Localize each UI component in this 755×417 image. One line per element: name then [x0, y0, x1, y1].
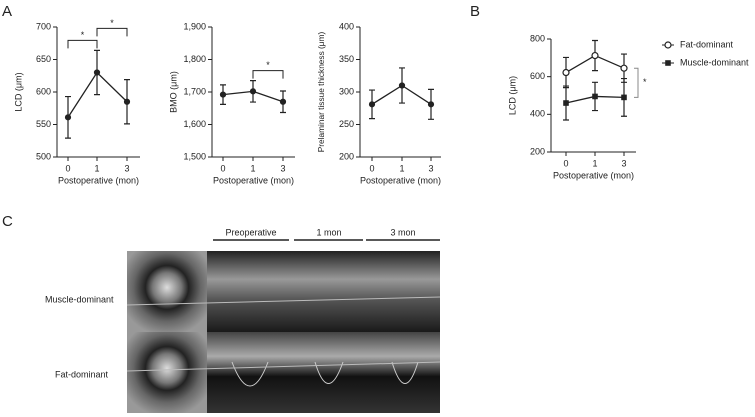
x-axis-label: Postoperative (mon) — [360, 175, 441, 185]
column-label: 3 mon — [390, 227, 415, 237]
x-tick-label: 1 — [399, 163, 404, 173]
x-axis-label: Postoperative (mon) — [213, 175, 294, 185]
legend-label: Muscle-dominant — [680, 57, 749, 67]
point — [279, 98, 287, 105]
y-axis-label: BMO (μm) — [168, 71, 178, 113]
point — [249, 88, 257, 95]
oct-image — [207, 251, 288, 332]
y-tick-label: 400 — [339, 21, 354, 31]
x-tick-label: 0 — [65, 163, 70, 173]
significance-bracket — [67, 39, 98, 49]
y-tick-label: 600 — [530, 71, 545, 81]
oct-image — [365, 332, 440, 413]
legend-marker — [664, 41, 672, 49]
x-tick-label: 0 — [563, 158, 568, 168]
point — [368, 101, 376, 108]
y-tick-label: 800 — [530, 33, 545, 43]
y-axis-label: LCD (μm) — [13, 72, 23, 111]
y-tick-label: 1,700 — [183, 86, 206, 96]
x-tick-label: 3 — [280, 163, 285, 173]
fundus-image — [127, 251, 207, 332]
y-tick-label: 600 — [36, 86, 51, 96]
cup-outline — [231, 361, 419, 387]
y-tick-label: 1,600 — [183, 119, 206, 129]
fundus-image — [127, 332, 207, 413]
scan-line — [126, 296, 441, 306]
y-tick-label: 250 — [339, 119, 354, 129]
x-tick-label: 3 — [621, 158, 626, 168]
oct-image — [288, 332, 365, 413]
panel-label: A — [2, 3, 12, 20]
x-axis-label: Postoperative (mon) — [553, 170, 634, 180]
legend-label: Fat-dominant — [680, 39, 734, 49]
y-axis-label: LCD (μm) — [507, 76, 517, 115]
significance-bracket — [252, 70, 284, 79]
significance-label: * — [110, 18, 114, 28]
y-tick-label: 1,500 — [183, 151, 206, 161]
point — [562, 68, 570, 77]
y-tick-label: 350 — [339, 54, 354, 64]
point — [219, 91, 227, 98]
row-label: Fat-dominant — [55, 369, 109, 379]
y-tick-label: 550 — [36, 119, 51, 129]
legend-marker — [665, 60, 671, 66]
point — [64, 114, 72, 121]
significance-label: * — [643, 77, 647, 87]
point — [563, 100, 569, 106]
significance-label: * — [81, 30, 85, 40]
point — [620, 64, 628, 72]
y-tick-label: 650 — [36, 54, 51, 64]
scan-line — [126, 361, 441, 372]
row-label: Muscle-dominant — [45, 294, 114, 304]
y-tick-label: 1,800 — [183, 54, 206, 64]
x-tick-label: 0 — [220, 163, 225, 173]
significance-bracket — [96, 27, 128, 37]
point — [93, 69, 101, 76]
point — [621, 94, 627, 101]
column-label: Preoperative — [225, 227, 276, 237]
y-tick-label: 300 — [339, 86, 354, 96]
y-tick-label: 500 — [36, 151, 51, 161]
y-tick-label: 700 — [36, 21, 51, 31]
y-tick-label: 200 — [530, 146, 545, 156]
point — [123, 98, 131, 105]
panel-label: C — [2, 213, 13, 230]
significance-label: * — [266, 60, 270, 70]
point — [398, 82, 406, 89]
y-tick-label: 400 — [530, 109, 545, 119]
x-tick-label: 0 — [369, 163, 374, 173]
significance-bracket — [634, 67, 639, 98]
point — [591, 51, 599, 60]
panel-c-images: Preoperative 1 mon 3 mon Muscle-dominant… — [45, 227, 441, 413]
column-label: 1 mon — [316, 227, 341, 237]
point — [427, 101, 435, 108]
oct-image — [365, 251, 440, 332]
x-axis-label: Postoperative (mon) — [58, 175, 139, 185]
x-tick-label: 3 — [124, 163, 129, 173]
x-tick-label: 1 — [94, 163, 99, 173]
oct-image — [288, 251, 365, 332]
x-tick-label: 1 — [592, 158, 597, 168]
point — [592, 93, 598, 100]
y-tick-label: 1,900 — [183, 21, 206, 31]
panel-label: B — [470, 3, 480, 20]
x-tick-label: 1 — [250, 163, 255, 173]
x-tick-label: 3 — [428, 163, 433, 173]
y-axis-label: Prelaminar tissue thickness (μm) — [316, 32, 326, 153]
oct-image — [207, 332, 288, 413]
y-tick-label: 200 — [339, 151, 354, 161]
